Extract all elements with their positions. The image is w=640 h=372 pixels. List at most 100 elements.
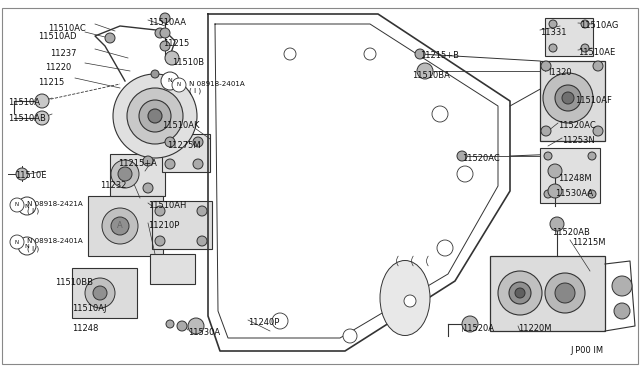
Text: N: N [15, 202, 19, 208]
Circle shape [93, 286, 107, 300]
Text: 11215M: 11215M [572, 238, 605, 247]
Circle shape [85, 278, 115, 308]
Circle shape [581, 44, 589, 52]
Bar [540, 61, 605, 141]
Circle shape [555, 85, 581, 111]
Text: I1320: I1320 [548, 68, 572, 77]
Circle shape [509, 282, 531, 304]
Circle shape [118, 167, 132, 181]
Circle shape [272, 313, 288, 329]
Circle shape [177, 321, 187, 331]
Circle shape [193, 159, 203, 169]
Ellipse shape [380, 260, 430, 336]
Circle shape [545, 273, 585, 313]
Circle shape [614, 303, 630, 319]
Circle shape [541, 126, 551, 136]
Text: N: N [177, 83, 181, 87]
Bar [540, 148, 600, 203]
Circle shape [143, 183, 153, 193]
Circle shape [16, 168, 28, 180]
Text: N: N [24, 203, 29, 208]
Circle shape [35, 111, 49, 125]
Text: N: N [168, 78, 172, 83]
Bar [88, 196, 163, 256]
Text: 11520AC: 11520AC [558, 121, 596, 130]
Circle shape [343, 329, 357, 343]
Text: 11530A: 11530A [188, 328, 220, 337]
Circle shape [588, 152, 596, 160]
Circle shape [161, 72, 179, 90]
Circle shape [35, 94, 49, 108]
Circle shape [549, 44, 557, 52]
Circle shape [588, 190, 596, 198]
Text: 11510AA: 11510AA [148, 18, 186, 27]
Text: 11510A: 11510A [8, 98, 40, 107]
Text: 11510E: 11510E [15, 171, 47, 180]
Circle shape [549, 20, 557, 28]
Circle shape [415, 49, 425, 59]
Text: J P00 IM: J P00 IM [570, 346, 603, 355]
Circle shape [548, 164, 562, 178]
Circle shape [581, 20, 589, 28]
Circle shape [166, 320, 174, 328]
Text: 11253N: 11253N [562, 136, 595, 145]
Circle shape [105, 33, 115, 43]
Circle shape [284, 48, 296, 60]
Text: 11520AB: 11520AB [552, 228, 590, 237]
Circle shape [155, 206, 165, 216]
Circle shape [148, 109, 162, 123]
Circle shape [498, 271, 542, 315]
Circle shape [593, 61, 603, 71]
Text: 11215+B: 11215+B [420, 51, 459, 60]
Circle shape [111, 217, 129, 235]
Text: 11215: 11215 [163, 39, 189, 48]
Text: 11331: 11331 [540, 28, 566, 37]
Circle shape [457, 151, 467, 161]
Text: 11237: 11237 [50, 49, 77, 58]
Text: 11510AH: 11510AH [148, 201, 186, 210]
Text: 11510B: 11510B [172, 58, 204, 67]
Text: N 08918-2401A
( I ): N 08918-2401A ( I ) [189, 81, 244, 94]
Text: 11530AA: 11530AA [555, 189, 593, 198]
Circle shape [562, 92, 574, 104]
Circle shape [188, 318, 204, 334]
Circle shape [612, 276, 632, 296]
Circle shape [432, 106, 448, 122]
Circle shape [544, 152, 552, 160]
Circle shape [102, 208, 138, 244]
Text: 11510AJ: 11510AJ [72, 304, 106, 313]
Text: 11220: 11220 [45, 63, 71, 72]
Circle shape [151, 70, 159, 78]
Text: 11232: 11232 [100, 181, 126, 190]
Circle shape [155, 236, 165, 246]
Text: 11240P: 11240P [248, 318, 280, 327]
Bar [545, 18, 593, 56]
Text: N 08918-2421A
( I ): N 08918-2421A ( I ) [27, 201, 83, 215]
Circle shape [457, 166, 473, 182]
Circle shape [548, 184, 562, 198]
Circle shape [193, 137, 203, 147]
Circle shape [462, 316, 478, 332]
Text: A: A [117, 221, 123, 231]
Circle shape [165, 137, 175, 147]
Bar [72, 268, 137, 318]
Circle shape [160, 41, 170, 51]
Text: 11510AD: 11510AD [38, 32, 77, 41]
Text: 11510BB: 11510BB [55, 278, 93, 287]
Text: 11220M: 11220M [518, 324, 552, 333]
Circle shape [139, 100, 171, 132]
Circle shape [197, 236, 207, 246]
Circle shape [437, 240, 453, 256]
Text: 11248: 11248 [72, 324, 99, 333]
Text: 11510AE: 11510AE [578, 48, 615, 57]
Circle shape [197, 206, 207, 216]
Bar [490, 256, 605, 331]
Text: N 08918-2401A
( I ): N 08918-2401A ( I ) [27, 238, 83, 251]
Circle shape [541, 61, 551, 71]
Circle shape [160, 28, 170, 38]
Bar [150, 254, 195, 284]
Circle shape [165, 51, 179, 65]
Circle shape [10, 235, 24, 249]
Text: 11520AC: 11520AC [462, 154, 500, 163]
Circle shape [127, 88, 183, 144]
